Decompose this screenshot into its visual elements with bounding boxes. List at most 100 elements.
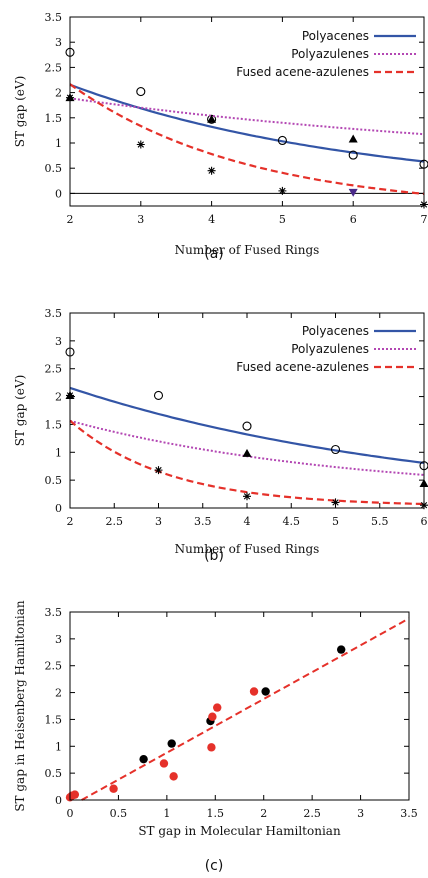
data-point-triangle <box>348 134 358 143</box>
series-line-solid <box>69 386 425 464</box>
x-tick-label: 6 <box>350 213 357 226</box>
series-line-solid <box>69 83 425 163</box>
scatter-point-red <box>159 759 169 768</box>
legend-label: Polyacenes <box>302 29 369 43</box>
scatter-point-red <box>208 712 217 721</box>
y-tick-label: 0.5 <box>45 474 63 487</box>
x-tick-label: 1.5 <box>207 807 225 820</box>
x-tick-label: 2.5 <box>303 807 321 820</box>
data-point-circle <box>242 421 252 431</box>
y-axis-label: ST gap (eV) <box>13 76 27 148</box>
y-tick-label: 2 <box>55 391 62 404</box>
y-tick-label: 1.5 <box>45 418 63 431</box>
y-tick-label: 0.5 <box>45 162 63 175</box>
legend-label: Polyazulenes <box>291 342 369 356</box>
y-tick-label: 3 <box>55 335 62 348</box>
x-tick-label: 1 <box>163 807 170 820</box>
y-tick-label: 0.5 <box>45 767 63 780</box>
fit-line <box>81 617 410 801</box>
caption-a: (a) <box>204 246 224 262</box>
y-tick-label: 2.5 <box>45 61 63 74</box>
y-tick-label: 1 <box>55 446 62 459</box>
legend-label: Fused acene-azulenes <box>236 360 369 374</box>
legend-label: Polyacenes <box>302 324 369 338</box>
data-point-star <box>278 186 287 195</box>
x-tick-label: 3 <box>137 213 144 226</box>
y-tick-label: 2 <box>55 87 62 100</box>
x-tick-label: 4 <box>244 515 251 528</box>
x-tick-label: 2 <box>67 213 74 226</box>
y-tick-label: 3 <box>55 633 62 646</box>
x-tick-label: 5 <box>332 515 339 528</box>
scatter-point-red <box>213 703 222 712</box>
y-tick-label: 3.5 <box>45 11 63 24</box>
x-axis-label: Number of Fused Rings <box>175 542 320 556</box>
x-tick-label: 2 <box>67 515 74 528</box>
chart-panel-c: 0 0.5 1 1.5 2 2.5 3 3.5 0 0.5 1 1.5 2 2.5 3 3.5 ST gap i… <box>13 600 418 838</box>
y-tick-label: 1 <box>55 740 62 753</box>
y-tick-label: 3 <box>55 36 62 49</box>
data-point-circle <box>330 444 341 455</box>
data-point-circle <box>153 390 164 401</box>
data-point-triangle <box>207 114 217 123</box>
y-tick-label: 2 <box>55 687 62 700</box>
chart-panel-b: 2 2.5 3 3.5 4 4.5 5 5.5 6 0 0.5 1 1.5 2 2.5 3 3.5 Polyace… <box>13 307 428 556</box>
series-line-dashed <box>69 83 425 195</box>
x-tick-label: 3.5 <box>400 807 418 820</box>
x-tick-label: 3 <box>155 515 162 528</box>
y-tick-label: 1.5 <box>45 112 63 125</box>
data-point-star <box>207 166 216 175</box>
data-point-triangle <box>242 448 252 457</box>
x-tick-label: 2.5 <box>106 515 124 528</box>
legend-label: Fused acene-azulenes <box>236 65 369 79</box>
y-tick-label: 1 <box>55 137 62 150</box>
x-tick-label: 5 <box>279 213 286 226</box>
y-axis-label: ST gap in Heisenberg Hamiltonian <box>13 600 27 812</box>
data-point-star <box>154 466 163 475</box>
x-tick-label: 3.5 <box>194 515 212 528</box>
x-axis-label: Number of Fused Rings <box>175 243 320 257</box>
y-tick-label: 2.5 <box>45 660 63 673</box>
x-tick-label: 7 <box>421 213 428 226</box>
scatter-point-red <box>169 772 178 781</box>
data-point-extra <box>348 188 358 197</box>
series-line-dashed <box>69 419 425 506</box>
y-tick-label: 3.5 <box>45 606 63 619</box>
x-tick-label: 2 <box>260 807 267 820</box>
plot-frame <box>69 16 425 207</box>
scatter-point-black <box>139 754 148 764</box>
y-tick-label: 3.5 <box>45 307 63 320</box>
scatter-point-red <box>109 784 118 793</box>
scatter-point-black <box>337 645 346 654</box>
data-point-circle <box>136 87 146 97</box>
plot-frame <box>69 611 410 801</box>
series-line-dotted <box>69 419 425 476</box>
y-axis-label: ST gap (eV) <box>13 375 27 447</box>
scatter-point-black <box>167 739 176 748</box>
scatter-point-red <box>207 743 216 752</box>
x-tick-label: 0 <box>67 807 74 820</box>
y-tick-label: 1.5 <box>45 713 63 726</box>
x-tick-label: 4.5 <box>283 515 301 528</box>
data-point-star <box>243 492 251 501</box>
data-point-circle <box>348 150 358 160</box>
y-tick-label: 0 <box>55 794 62 807</box>
legend-label: Polyazulenes <box>291 47 369 61</box>
caption-b: (b) <box>204 548 224 564</box>
scatter-point-red <box>249 687 259 696</box>
data-point-star <box>331 498 340 507</box>
x-tick-label: 3 <box>357 807 364 820</box>
data-point-star <box>136 140 145 149</box>
series-line-dotted <box>69 97 425 136</box>
y-tick-label: 2.5 <box>45 363 63 376</box>
x-tick-label: 4 <box>208 213 215 226</box>
x-tick-label: 5.5 <box>371 515 389 528</box>
scatter-point-black <box>261 687 270 696</box>
data-point-circle <box>277 135 287 146</box>
plot-frame <box>69 312 425 509</box>
x-tick-label: 6 <box>421 515 428 528</box>
caption-c: (c) <box>205 858 224 874</box>
y-tick-label: 0 <box>55 502 62 515</box>
chart-panel-a: 2 3 4 5 6 7 0 0.5 1 1.5 2 2.5 3 3.5 Polyacenes Polyazul… <box>13 11 428 257</box>
